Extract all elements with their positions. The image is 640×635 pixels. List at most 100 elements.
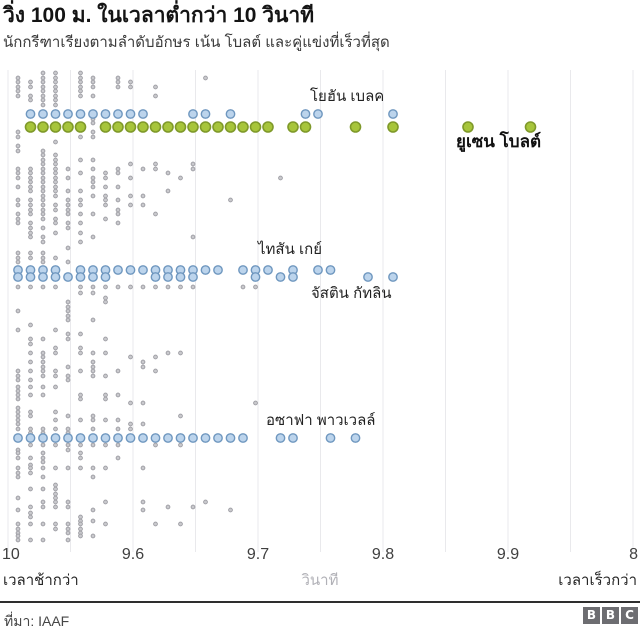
gray-dot (90, 129, 96, 135)
gray-dot (65, 299, 71, 305)
x-tick-label: 10 (2, 546, 20, 563)
highlight-dot (388, 109, 398, 119)
gray-dot (28, 510, 33, 516)
gray-dot (40, 450, 46, 456)
gray-dot (40, 486, 46, 492)
gray-dot (128, 284, 133, 290)
highlight-dot (263, 265, 273, 275)
gray-dot (90, 175, 96, 181)
dot-plot (7, 70, 634, 552)
gray-dot (53, 170, 58, 176)
gray-dot (65, 188, 71, 194)
highlight-dot (250, 272, 261, 282)
gray-dot (28, 202, 33, 208)
gray-dot (40, 225, 46, 231)
gray-dot (28, 384, 33, 390)
gray-dot (15, 250, 21, 256)
gray-dot (53, 79, 58, 85)
gray-dot (228, 197, 233, 203)
gray-dot (140, 166, 146, 172)
gray-dot (28, 230, 33, 236)
gray-dot (103, 216, 108, 222)
gray-dot (53, 207, 58, 213)
gray-dot (28, 504, 33, 510)
gray-dot (53, 157, 58, 163)
gray-dot (15, 129, 21, 135)
gray-dot (103, 521, 108, 527)
highlight-dot (300, 109, 311, 119)
gray-dot (28, 413, 33, 419)
gray-dot (90, 184, 96, 190)
highlight-dot (275, 272, 286, 282)
gray-dot (28, 79, 33, 85)
gray-dot (28, 166, 33, 172)
gray-dot (65, 225, 71, 231)
highlight-dot (125, 265, 136, 275)
gray-dot (90, 234, 96, 240)
bolt-dot (137, 121, 149, 133)
gray-dot (28, 377, 33, 383)
gray-dot (15, 417, 21, 423)
gray-dot (65, 166, 71, 172)
gray-dot (178, 175, 183, 181)
gray-dot (53, 486, 58, 492)
gray-dot (15, 373, 21, 379)
gray-dot (240, 284, 246, 290)
highlight-dot (200, 109, 211, 119)
gray-dot (53, 495, 58, 501)
gray-dot (65, 526, 71, 532)
gray-dot (90, 518, 96, 524)
highlight-dot (388, 272, 398, 282)
gray-dot (65, 373, 71, 379)
gray-dot (53, 175, 58, 181)
highlight-dot (313, 109, 323, 119)
gray-dot (15, 421, 21, 427)
gray-dot (128, 175, 133, 181)
gray-dot (40, 350, 46, 356)
gray-dot (178, 442, 183, 448)
gray-dot (28, 97, 33, 103)
gray-dot (90, 93, 96, 99)
gray-dot (65, 175, 71, 181)
gray-dot (53, 426, 58, 432)
gray-dot (53, 521, 58, 527)
gray-dot (90, 79, 96, 85)
gray-dot (40, 336, 46, 342)
gray-dot (103, 295, 108, 301)
highlight-dot (188, 109, 198, 119)
gray-dot (128, 161, 133, 167)
gray-dot (15, 526, 21, 532)
gray-dot (53, 202, 58, 208)
gray-dot (40, 179, 46, 185)
gray-dot (28, 465, 33, 471)
gray-dot (78, 134, 83, 140)
gray-dot (203, 499, 208, 505)
gray-dot (40, 504, 46, 510)
gray-dot (115, 211, 121, 217)
gray-dot (78, 345, 83, 351)
highlight-dot (50, 109, 61, 119)
x-tick-label: 9.7 (246, 546, 270, 563)
gray-dot (153, 521, 158, 527)
gray-dot (15, 465, 21, 471)
gray-dot (15, 409, 21, 415)
highlight-dot (163, 272, 173, 282)
gray-dot (128, 193, 133, 199)
gray-dot (90, 359, 96, 365)
gray-dot (40, 499, 46, 505)
gray-dot (78, 84, 83, 90)
gray-dot (115, 79, 121, 85)
gray-dot (153, 284, 158, 290)
gray-dot (65, 465, 71, 471)
bolt-dot (174, 121, 187, 133)
gray-dot (253, 284, 258, 290)
gray-dot (90, 317, 96, 323)
gray-dot (103, 202, 108, 208)
gray-dot (53, 184, 58, 190)
gray-dot (40, 207, 46, 213)
gray-dot (90, 364, 96, 370)
gray-dot (40, 250, 46, 256)
gray-dot (40, 70, 46, 76)
bolt-dot (149, 121, 162, 133)
gray-dot (28, 392, 33, 398)
